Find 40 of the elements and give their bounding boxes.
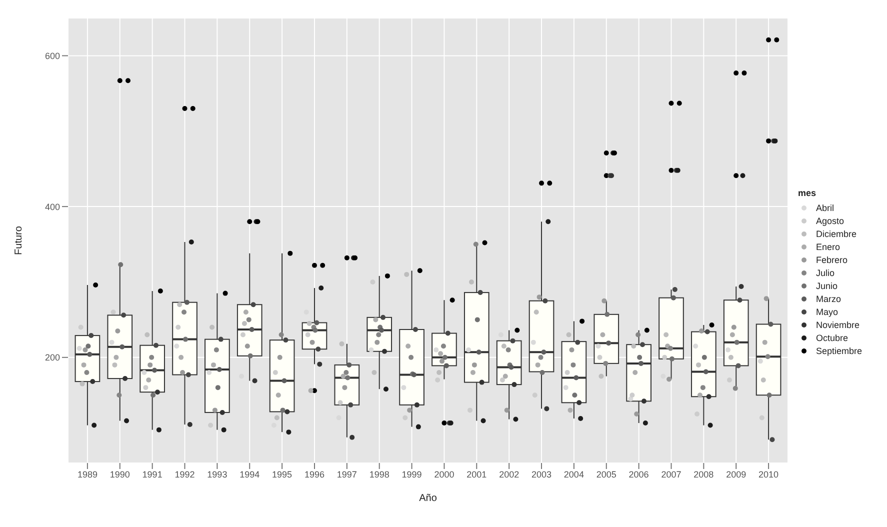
y-tick-label: 600 [44,50,60,61]
y-tick-label: 400 [44,202,60,212]
x-tick-label: 2005 [596,469,616,480]
x-tick-label: 1992 [174,469,195,480]
legend-label: Marzo [816,294,842,304]
legend-label: Diciembre [816,228,857,238]
x-tick-label: 1998 [369,469,390,480]
y-axis-title: Futuro [14,226,25,255]
legend-label: Octubre [816,332,848,342]
legend-label: Agosto [816,216,844,226]
x-axis-title: Año [419,493,438,504]
x-tick-label: 2001 [466,469,487,480]
legend-label: Abril [816,202,834,212]
x-tick-label: 2008 [694,469,714,480]
legend-label: Julio [816,268,835,278]
x-tick-label: 2003 [532,469,552,480]
x-tick-label: 1994 [240,469,260,480]
x-tick-label: 2000 [434,469,454,480]
x-tick-label: 2009 [726,469,746,480]
x-tick-label: 1996 [304,469,324,480]
legend-label: Junio [816,280,838,290]
x-tick-label: 1991 [142,469,162,480]
x-tick-label: 1997 [336,469,357,480]
legend-label: Noviembre [816,320,860,330]
legend-label: Enero [816,242,840,252]
x-tick-label: 1993 [207,469,228,480]
legend-label: Mayo [816,306,838,316]
x-tick-label: 2002 [499,469,520,480]
legend-title: mes [798,188,818,198]
x-tick-label: 1995 [272,469,292,480]
x-tick-label: 2007 [661,469,682,480]
x-tick-label: 2004 [564,469,584,480]
legend-label: Septiembre [816,346,862,356]
x-tick-label: 2006 [628,469,649,480]
y-tick-label: 200 [44,352,60,363]
legend-label: Febrero [816,254,848,264]
x-tick-label: 1989 [77,469,98,480]
x-tick-label: 1999 [402,469,422,480]
x-tick-label: 1990 [110,469,130,480]
x-tick-label: 2010 [758,469,779,480]
